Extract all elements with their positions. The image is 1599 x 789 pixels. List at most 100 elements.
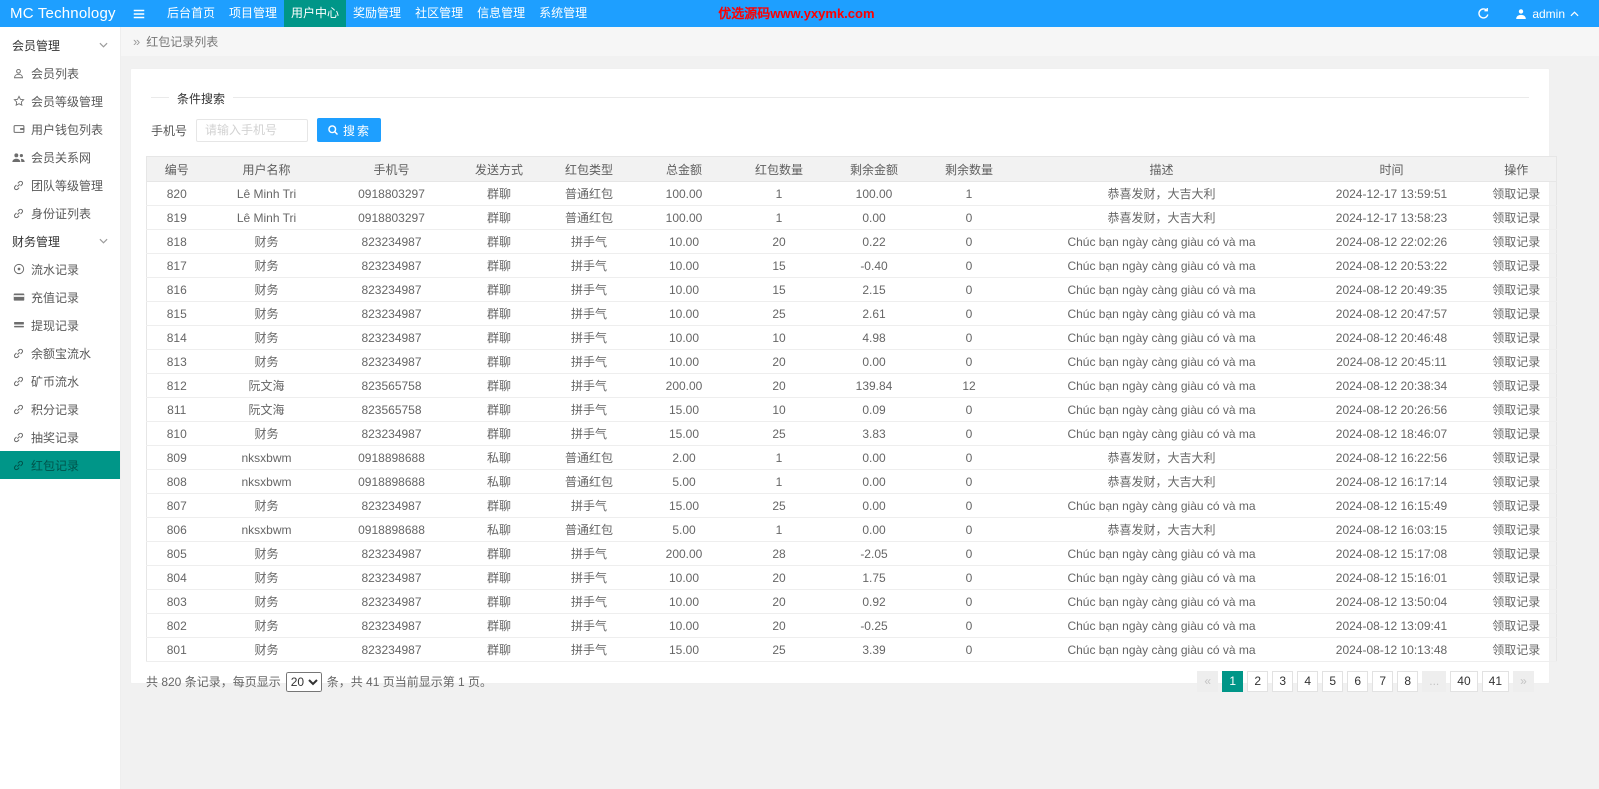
nav-item-7[interactable]: 系统管理 bbox=[539, 6, 588, 20]
cell: 2024-08-12 20:26:56 bbox=[1306, 397, 1477, 422]
refresh-button[interactable] bbox=[1463, 0, 1503, 27]
sidebar-group-1[interactable]: 会员管理 bbox=[0, 31, 120, 59]
next-page-button[interactable]: » bbox=[1513, 671, 1534, 692]
action-link[interactable]: 领取记录 bbox=[1492, 571, 1541, 585]
cell: 823234987 bbox=[326, 325, 457, 350]
action-link[interactable]: 领取记录 bbox=[1492, 307, 1541, 321]
action-link[interactable]: 领取记录 bbox=[1492, 283, 1541, 297]
nav-item-1[interactable]: 后台首页 bbox=[167, 6, 216, 20]
sidebar-item-流水记录[interactable]: 流水记录 bbox=[0, 255, 120, 283]
nav-item-3[interactable]: 用户中心 bbox=[284, 0, 347, 27]
cell: Chúc bạn ngày càng giàu có và ma bbox=[1016, 229, 1307, 254]
action-link[interactable]: 领取记录 bbox=[1492, 643, 1541, 657]
sidebar-group-label: 财务管理 bbox=[12, 234, 61, 249]
sidebar-item-label: 提现记录 bbox=[31, 318, 80, 333]
page-button-3[interactable]: 3 bbox=[1272, 671, 1294, 692]
summary-before: 共 820 条记录，每页显示 bbox=[146, 675, 281, 689]
nav-item-4[interactable]: 奖励管理 bbox=[353, 6, 402, 20]
cell: 普通红包 bbox=[541, 469, 637, 494]
page-button-2[interactable]: 2 bbox=[1247, 671, 1269, 692]
cell: 群聊 bbox=[456, 253, 542, 278]
sidebar-item-会员关系网[interactable]: 会员关系网 bbox=[0, 143, 120, 171]
action-link[interactable]: 领取记录 bbox=[1492, 547, 1541, 561]
action-link[interactable]: 领取记录 bbox=[1492, 355, 1541, 369]
action-link[interactable]: 领取记录 bbox=[1492, 619, 1541, 633]
sidebar-item-团队等级管理[interactable]: 团队等级管理 bbox=[0, 171, 120, 199]
sidebar-group-2[interactable]: 财务管理 bbox=[0, 227, 120, 255]
cell: 15.00 bbox=[636, 397, 732, 422]
page-size-select[interactable]: 20 bbox=[285, 671, 322, 692]
main-area: »红包记录列表 条件搜索 手机号 搜索 编号用户名称手机号发送方式红包类型总金额… bbox=[121, 27, 1599, 789]
cell: Chúc bạn ngày càng giàu có và ma bbox=[1016, 301, 1307, 326]
prev-page-button[interactable]: « bbox=[1197, 671, 1219, 692]
column-header-3: 手机号 bbox=[326, 156, 457, 182]
action-link[interactable]: 领取记录 bbox=[1492, 451, 1541, 465]
cell-action: 领取记录 bbox=[1476, 181, 1557, 206]
nav-item-6[interactable]: 信息管理 bbox=[477, 6, 526, 20]
nav-item-2[interactable]: 项目管理 bbox=[229, 6, 278, 20]
cell: 15.00 bbox=[636, 637, 732, 662]
page-button-4[interactable]: 4 bbox=[1297, 671, 1319, 692]
page-button-6[interactable]: 6 bbox=[1347, 671, 1369, 692]
cell: 25 bbox=[731, 421, 827, 446]
cell: 20 bbox=[731, 373, 827, 398]
cell: 群聊 bbox=[456, 589, 542, 614]
cell: 0.00 bbox=[826, 493, 922, 518]
nav-item-5[interactable]: 社区管理 bbox=[415, 6, 464, 20]
cell-action: 领取记录 bbox=[1476, 421, 1557, 446]
cell: 10 bbox=[731, 397, 827, 422]
sidebar-item-抽奖记录[interactable]: 抽奖记录 bbox=[0, 423, 120, 451]
action-link[interactable]: 领取记录 bbox=[1492, 499, 1541, 513]
cell: 0.09 bbox=[826, 397, 922, 422]
action-link[interactable]: 领取记录 bbox=[1492, 379, 1541, 393]
page-button-7[interactable]: 7 bbox=[1372, 671, 1394, 692]
page-button-1[interactable]: 1 bbox=[1222, 671, 1244, 692]
sidebar-item-余额宝流水[interactable]: 余额宝流水 bbox=[0, 339, 120, 367]
action-link[interactable]: 领取记录 bbox=[1492, 595, 1541, 609]
sidebar-item-矿币流水[interactable]: 矿币流水 bbox=[0, 367, 120, 395]
sidebar-item-label: 会员关系网 bbox=[31, 150, 92, 165]
page-button-41[interactable]: 41 bbox=[1481, 671, 1509, 692]
sidebar-item-积分记录[interactable]: 积分记录 bbox=[0, 395, 120, 423]
phone-input[interactable] bbox=[196, 118, 309, 142]
action-link[interactable]: 领取记录 bbox=[1492, 403, 1541, 417]
chevron-up-icon bbox=[1570, 10, 1579, 17]
page-button-8[interactable]: 8 bbox=[1397, 671, 1419, 692]
chevron-down-icon bbox=[99, 238, 108, 244]
action-link[interactable]: 领取记录 bbox=[1492, 259, 1541, 273]
sidebar-item-会员列表[interactable]: 会员列表 bbox=[0, 59, 120, 87]
sidebar-item-用户钱包列表[interactable]: 用户钱包列表 bbox=[0, 115, 120, 143]
cell: 0 bbox=[921, 325, 1017, 350]
action-link[interactable]: 领取记录 bbox=[1492, 235, 1541, 249]
sidebar-item-红包记录[interactable]: 红包记录 bbox=[0, 451, 120, 479]
menu-toggle-button[interactable] bbox=[118, 0, 160, 27]
cell: 群聊 bbox=[456, 421, 542, 446]
hamburger-icon bbox=[132, 7, 146, 21]
action-link[interactable]: 领取记录 bbox=[1492, 523, 1541, 537]
page-button-5[interactable]: 5 bbox=[1322, 671, 1344, 692]
cell: 1.75 bbox=[826, 565, 922, 590]
sidebar-item-label: 流水记录 bbox=[31, 262, 80, 277]
cell: 群聊 bbox=[456, 277, 542, 302]
action-link[interactable]: 领取记录 bbox=[1492, 331, 1541, 345]
sidebar-item-提现记录[interactable]: 提现记录 bbox=[0, 311, 120, 339]
phone-label: 手机号 bbox=[151, 123, 188, 138]
cell: 0918898688 bbox=[326, 517, 457, 542]
action-link[interactable]: 领取记录 bbox=[1492, 475, 1541, 489]
sidebar-item-会员等级管理[interactable]: 会员等级管理 bbox=[0, 87, 120, 115]
sidebar-item-充值记录[interactable]: 充值记录 bbox=[0, 283, 120, 311]
cell: 0.00 bbox=[826, 469, 922, 494]
search-button[interactable]: 搜索 bbox=[317, 118, 382, 142]
user-menu[interactable]: admin bbox=[1503, 0, 1599, 27]
search-fieldset: 条件搜索 bbox=[151, 90, 1529, 107]
sidebar-group-label: 会员管理 bbox=[12, 38, 61, 53]
page-button-40[interactable]: 40 bbox=[1450, 671, 1478, 692]
action-link[interactable]: 领取记录 bbox=[1492, 211, 1541, 225]
cell: 2024-08-12 22:02:26 bbox=[1306, 229, 1477, 254]
table-footer: 共 820 条记录，每页显示 20 条，共 41 页当前显示第 1 页。 «1 2… bbox=[146, 671, 1534, 692]
table-row: 808 nksxbwm 0918898688 私聊 普通红包 5.00 1 0.00 0 恭喜发财… bbox=[146, 469, 1557, 494]
action-link[interactable]: 领取记录 bbox=[1492, 427, 1541, 441]
sidebar-item-身份证列表[interactable]: 身份证列表 bbox=[0, 199, 120, 227]
action-link[interactable]: 领取记录 bbox=[1492, 187, 1541, 201]
cell: 拼手气 bbox=[541, 613, 637, 638]
